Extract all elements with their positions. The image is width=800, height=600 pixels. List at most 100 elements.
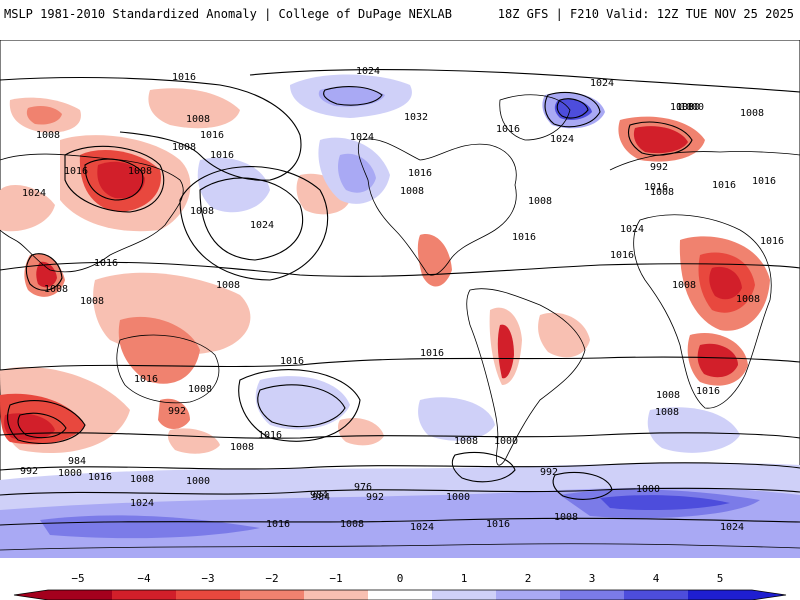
isobar-label: 976: [354, 482, 372, 493]
isobar-label: 1008: [655, 407, 679, 418]
isobar-label: 984: [310, 490, 328, 501]
coast-south-america: [466, 288, 586, 466]
isobar-1016-pacific-high: [179, 166, 329, 281]
isobar-label: 1016: [610, 250, 634, 261]
isobar-label: 1008: [190, 206, 214, 217]
isobar-label: 992: [540, 467, 558, 478]
colorbar-swatch-neg4: [112, 590, 176, 600]
anomaly-map: 1016 1008 1008 1016 1008 1016 1024 1016 …: [0, 40, 800, 558]
isobar-high-s-pacific: [257, 384, 346, 428]
isobar-high-greenland-2: [556, 98, 589, 119]
colorbar-tick-neg1: −1: [329, 572, 342, 585]
colorbar-swatch-zero: [368, 590, 432, 600]
isobar-label: 1008: [130, 474, 154, 485]
anomaly-neg-europe-core: [633, 126, 688, 154]
isobar-label: 1016: [280, 356, 304, 367]
colorbar-tick-pos4: 4: [653, 572, 660, 585]
isobar-label: 1024: [550, 134, 574, 145]
isobar-label: 1024: [22, 188, 46, 199]
isobar-label: 984: [68, 456, 86, 467]
isobar-label: 1008: [670, 102, 694, 113]
isobar-label: 1016: [496, 124, 520, 135]
isobar-label: 984: [312, 492, 330, 503]
anomaly-pos-antarctic-east-core: [600, 495, 730, 511]
anomaly-neg-andes-core: [497, 324, 514, 379]
isobar-label: 1016: [512, 232, 536, 243]
coast-africa: [633, 214, 772, 409]
colorbar-tick-pos3: 3: [589, 572, 596, 585]
isobar-label: 1016: [200, 130, 224, 141]
isobar-label: 1016: [210, 150, 234, 161]
anomaly-neg-africa-center: [709, 266, 742, 300]
isobar-low-s-indian: [552, 471, 613, 500]
isobar-label: 1016: [258, 430, 282, 441]
isobar-label: 1016: [94, 258, 118, 269]
isobar-label: 1008: [128, 166, 152, 177]
coastlines: [0, 94, 800, 551]
isobar-label: 1008: [188, 384, 212, 395]
anomaly-pos-s-atlantic: [418, 397, 495, 441]
colorbar-swatch-pos3: [560, 590, 624, 600]
colorbar-ticks: −5 −4 −3 −2 −1 0 1 2 3 4 5: [71, 572, 723, 585]
isobar-label: 1024: [590, 78, 614, 89]
isobar-label: 1032: [404, 112, 428, 123]
colorbar-swatch-pos4: [624, 590, 688, 600]
isobar-label: 992: [168, 406, 186, 417]
colorbar-tick-neg3: −3: [201, 572, 214, 585]
anomaly-pos-antarctic-band-core: [40, 515, 260, 539]
isobar-1024-arctic: [249, 69, 800, 93]
isobar-contours: [0, 69, 800, 526]
anomaly-neg-australia: [118, 316, 200, 384]
colorbar-tick-pos2: 2: [525, 572, 532, 585]
isobar-1024-antarctic: [0, 517, 800, 526]
isobar-label: 1024: [620, 224, 644, 235]
isobar-1000-lowcenter: [84, 158, 144, 201]
isobar-low-europe: [627, 121, 693, 156]
coast-europe-asia: [0, 151, 800, 273]
colorbar-outline: [13, 589, 787, 600]
isobar-label: 1000: [446, 492, 470, 503]
isobar-label: 1008: [736, 294, 760, 305]
isobar-label: 1024: [250, 220, 274, 231]
isobar-label: 1008: [80, 296, 104, 307]
isobar-label: 1008: [36, 130, 60, 141]
isobar-low-sw-indian-1: [7, 400, 86, 444]
isobar-1024-pacific-high: [199, 177, 304, 261]
isobar-label: 1008: [740, 108, 764, 119]
coast-antarctica: [0, 543, 800, 551]
isobar-label: 1008: [656, 390, 680, 401]
isobar-label: 1016: [172, 72, 196, 83]
anomaly-neg-japan-core: [26, 106, 63, 125]
colorbar-swatch-neg5: [14, 590, 112, 600]
isobar-label: 1016: [752, 176, 776, 187]
isobar-label: 1008: [650, 187, 674, 198]
isobar-label: 1024: [720, 522, 744, 533]
isobar-1016-north: [0, 76, 302, 181]
colorbar-tick-pos1: 1: [461, 572, 468, 585]
isobar-1016-s-tropics: [0, 356, 800, 371]
isobar-label: 1016: [134, 374, 158, 385]
colorbar-tick-neg5: −5: [71, 572, 84, 585]
colorbar-tick-neg2: −2: [265, 572, 278, 585]
isobar-label: 1024: [350, 132, 374, 143]
isobar-label: 1016: [760, 236, 784, 247]
isobar-label: 1008: [554, 512, 578, 523]
anomaly-neg-nzealand: [158, 398, 190, 429]
colorbar-swatch-neg3: [176, 590, 240, 600]
isobar-label: 1024: [130, 498, 154, 509]
anomaly-pos-arctic-core: [318, 86, 385, 107]
isobar-label: 992: [366, 492, 384, 503]
anomaly-neg-asia: [0, 185, 55, 232]
coast-australia: [116, 334, 220, 404]
isobar-1008-lowcenter: [64, 145, 165, 213]
anomaly-neg-npacific-center: [97, 161, 145, 199]
isobar-1016-tropics: [0, 261, 800, 277]
isobar-label: 1008: [186, 114, 210, 125]
colorbar-swatch-neg2: [240, 590, 304, 600]
isobar-1008-s-mid: [0, 432, 800, 439]
coast-greenland: [499, 94, 571, 141]
colorbar-swatch-neg1: [304, 590, 368, 600]
isobar-label: 1008: [172, 142, 196, 153]
isobar-low-sw-indian-2: [17, 412, 67, 439]
colorbar-swatch-pos2: [496, 590, 560, 600]
